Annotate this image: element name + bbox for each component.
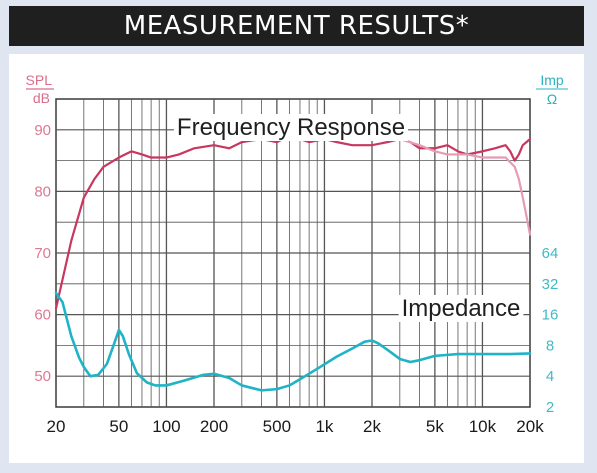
right-tick-label: 2 — [546, 399, 554, 416]
series-line-impedance — [54, 291, 532, 392]
frequency-response-chart: 20 50 100 200 500 1k 2k 5k 10k 20k 90 80 70 60 50 SPL dB… — [26, 72, 568, 436]
right-tick-label: 64 — [542, 245, 559, 262]
x-tick-label: 20k — [516, 417, 544, 436]
right-tick-label: 4 — [546, 368, 554, 385]
left-axis-unit-top: SPL — [26, 72, 53, 88]
left-tick-label: 50 — [34, 368, 51, 385]
left-tick-label: 60 — [34, 307, 51, 324]
right-axis-unit-top: Imp — [540, 72, 564, 88]
x-tick-label: 5k — [426, 417, 444, 436]
x-tick-label: 2k — [363, 417, 381, 436]
right-tick-label: 16 — [542, 307, 559, 324]
x-tick-label: 1k — [315, 417, 333, 436]
x-tick-label: 500 — [263, 417, 291, 436]
left-axis-unit-bottom: dB — [33, 90, 50, 106]
series-line-frequency-response-2 — [398, 137, 532, 236]
chart-panel: 20 50 100 200 500 1k 2k 5k 10k 20k 90 80 70 60 50 SPL dB… — [9, 54, 584, 463]
right-tick-label: 32 — [542, 276, 559, 293]
left-tick-label: 90 — [34, 122, 51, 139]
left-tick-label: 70 — [34, 245, 51, 262]
x-tick-label: 50 — [109, 417, 128, 436]
x-tick-label: 200 — [200, 417, 228, 436]
x-tick-label: 100 — [152, 417, 180, 436]
annotation-impedance: Impedance — [402, 295, 521, 322]
right-tick-label: 8 — [546, 337, 554, 354]
left-tick-label: 80 — [34, 183, 51, 200]
page-title: MEASUREMENT RESULTS* — [9, 6, 584, 46]
annotation-background — [173, 114, 409, 141]
annotation-frequency-response: Frequency Response — [177, 114, 405, 141]
x-tick-label: 20 — [47, 417, 66, 436]
annotation-background — [398, 295, 524, 322]
x-tick-label: 10k — [469, 417, 497, 436]
right-axis-unit-bottom: Ω — [547, 91, 557, 107]
